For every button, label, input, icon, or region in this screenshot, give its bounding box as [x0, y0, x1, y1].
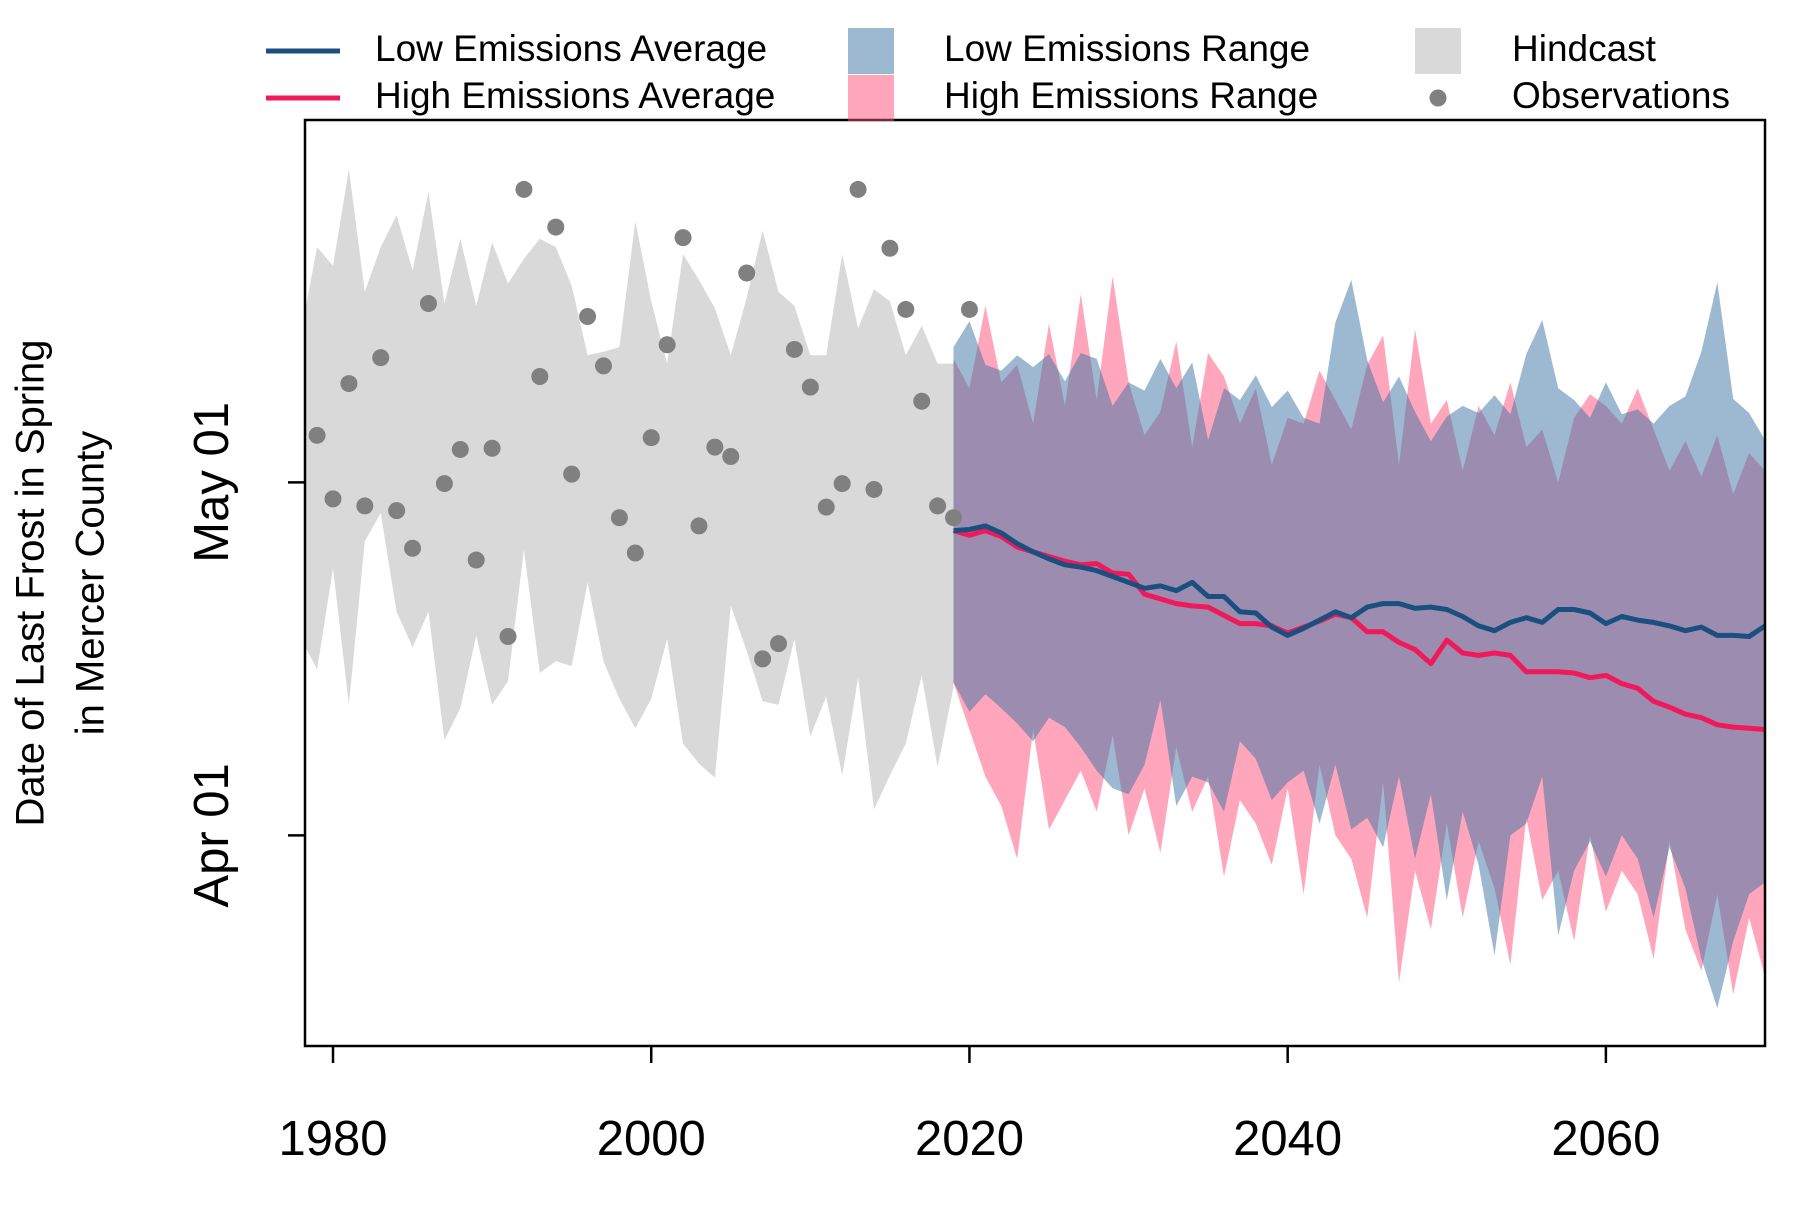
- observation-point: [404, 539, 422, 557]
- observation-point: [897, 300, 915, 318]
- observation-point: [929, 497, 947, 515]
- range-band: [305, 169, 954, 810]
- observation-point: [435, 475, 453, 493]
- y-axis-label: in Mercer County: [69, 431, 113, 736]
- y-axis-label: Date of Last Frost in Spring: [9, 340, 53, 827]
- legend-swatch: [848, 75, 894, 121]
- observation-point: [483, 439, 501, 457]
- y-tick-label: Apr 01: [185, 763, 239, 907]
- legend-point: [1429, 89, 1447, 107]
- range-band: [953, 280, 1765, 1009]
- observation-point: [531, 368, 549, 386]
- observation-point: [658, 336, 676, 354]
- legend-label: Hindcast: [1512, 28, 1657, 69]
- y-tick-label: May 01: [185, 402, 239, 563]
- observation-point: [340, 375, 358, 393]
- legend-swatch: [848, 28, 894, 74]
- legend-label: High Emissions Range: [944, 75, 1318, 116]
- observation-point: [722, 448, 740, 466]
- observation-point: [754, 650, 772, 668]
- observation-point: [547, 218, 565, 236]
- plot-frame: [303, 118, 1767, 1048]
- observation-point: [499, 628, 517, 646]
- observation-point: [467, 551, 485, 569]
- legend-label: Observations: [1512, 75, 1730, 116]
- observation-point: [690, 517, 708, 535]
- observation-point: [594, 357, 612, 375]
- observation-point: [674, 229, 692, 247]
- observation-point: [579, 307, 597, 325]
- observation-point: [356, 497, 374, 515]
- plot-area: [305, 169, 1765, 1009]
- observation-point: [865, 480, 883, 498]
- x-tick-label: 2020: [915, 1112, 1024, 1166]
- x-tick-label: 1980: [278, 1112, 387, 1166]
- average-line: [952, 528, 1765, 732]
- observation-point: [960, 300, 978, 318]
- observation-point: [324, 490, 342, 508]
- observation-point: [913, 392, 931, 410]
- observation-point: [610, 509, 628, 527]
- observation-point: [706, 438, 724, 456]
- observation-point: [626, 544, 644, 562]
- observation-point: [388, 502, 406, 520]
- average-line: [953, 523, 1765, 639]
- legend-label: Low Emissions Range: [944, 28, 1310, 69]
- observation-point: [642, 429, 660, 447]
- observation-point: [817, 498, 835, 516]
- observation-point: [419, 295, 437, 313]
- observation-point: [563, 465, 581, 483]
- observation-point: [770, 635, 788, 653]
- observation-point: [881, 239, 899, 257]
- observation-point: [801, 378, 819, 396]
- observation-point: [372, 349, 390, 367]
- legend-label: Low Emissions Average: [375, 28, 767, 69]
- observation-point: [785, 340, 803, 358]
- observation-point: [849, 180, 867, 198]
- legend-swatch: [1415, 28, 1461, 74]
- observation-point: [451, 440, 469, 458]
- observation-point: [515, 180, 533, 198]
- observation-point: [308, 426, 326, 444]
- observation-point: [945, 509, 963, 527]
- x-tick-label: 2060: [1551, 1112, 1660, 1166]
- x-tick-label: 2040: [1233, 1112, 1342, 1166]
- legend-label: High Emissions Average: [375, 75, 775, 116]
- observation-point: [738, 264, 756, 282]
- observation-point: [833, 475, 851, 493]
- x-tick-label: 2000: [597, 1112, 706, 1166]
